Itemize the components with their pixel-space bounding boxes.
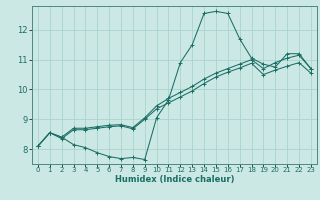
X-axis label: Humidex (Indice chaleur): Humidex (Indice chaleur) [115,175,234,184]
